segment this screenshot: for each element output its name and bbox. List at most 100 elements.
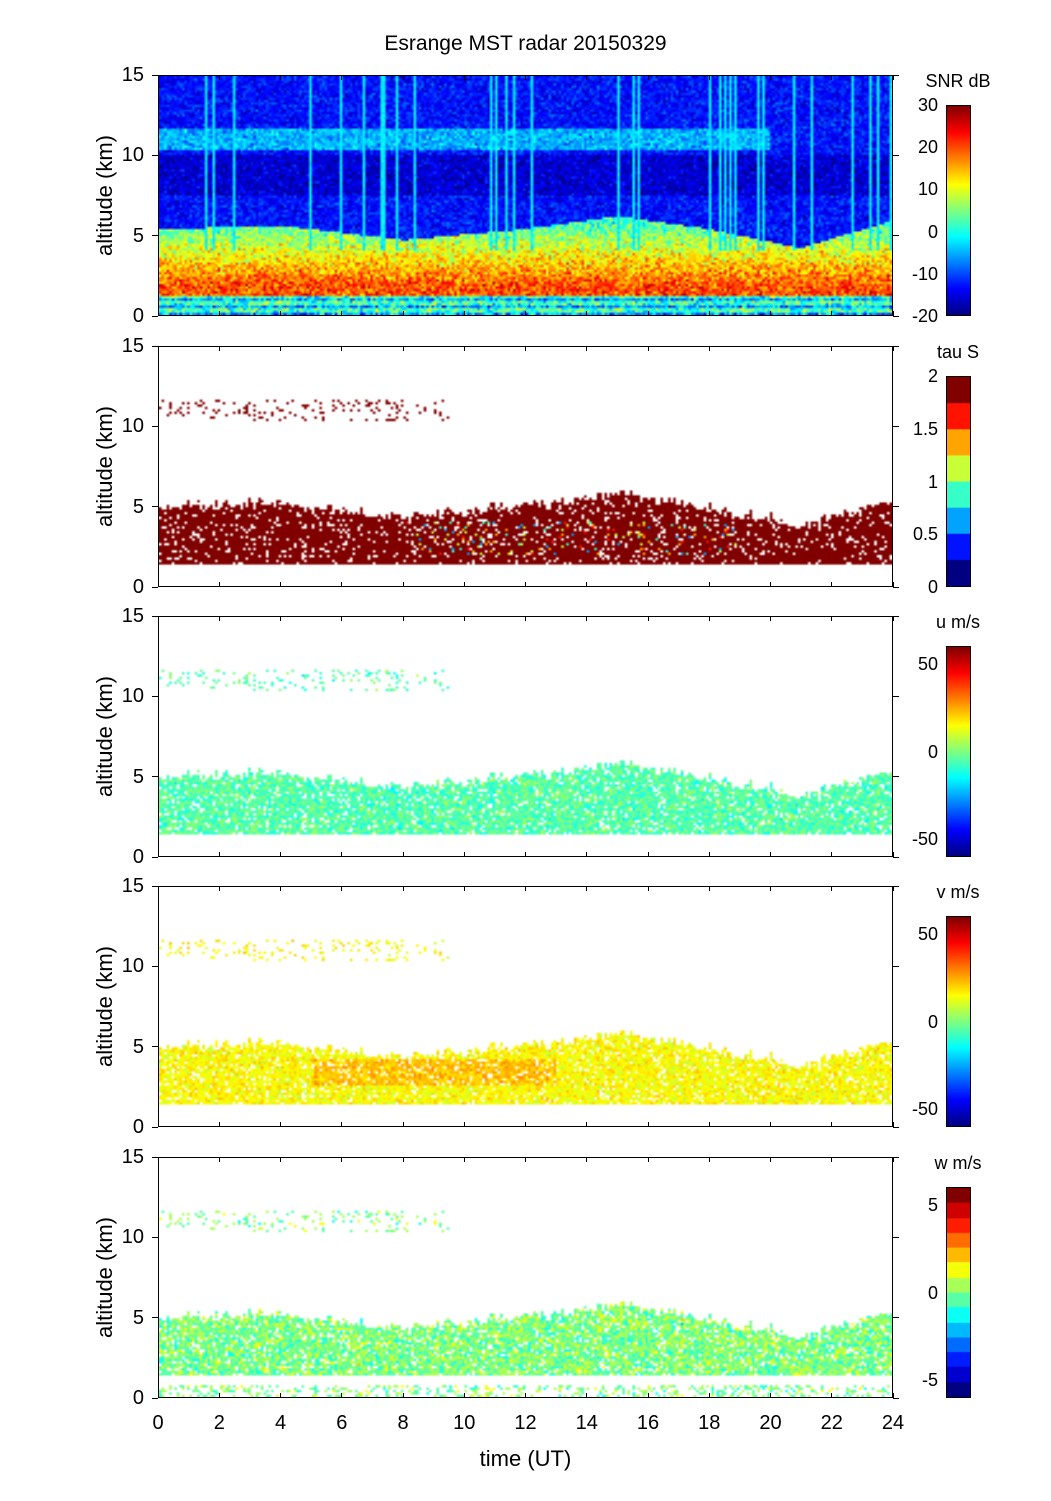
- x-tick-mark: [280, 886, 281, 891]
- y-tick-mark: [152, 1126, 158, 1128]
- y-tick-mark-right: [893, 1046, 899, 1048]
- x-tick-mark: [218, 311, 220, 316]
- x-tick-mark: [402, 886, 404, 891]
- x-tick-mark: [647, 886, 649, 891]
- plot-tau: [158, 346, 893, 587]
- y-tick-mark-right: [893, 315, 899, 317]
- x-tick-mark: [770, 1157, 771, 1162]
- x-tick-label: 14: [575, 1412, 598, 1434]
- x-tick-mark: [157, 346, 159, 351]
- x-tick-mark: [402, 852, 404, 857]
- y-tick-label: 5: [132, 765, 144, 788]
- y-tick-mark-right: [893, 615, 899, 617]
- x-tick-mark: [708, 1393, 710, 1398]
- y-tick-mark: [152, 586, 158, 588]
- colorbar-gradient: [947, 917, 970, 1126]
- x-tick-mark: [525, 75, 526, 80]
- x-tick-mark: [463, 852, 465, 857]
- colorbar-tick-label: 0.5: [912, 524, 938, 545]
- x-tick-mark: [402, 311, 404, 316]
- x-tick-mark: [892, 616, 894, 621]
- x-tick-mark: [463, 75, 465, 80]
- x-tick-mark: [831, 1393, 833, 1398]
- x-tick-mark: [892, 75, 894, 80]
- x-tick-mark: [157, 1122, 159, 1127]
- y-tick-label: 10: [121, 415, 144, 438]
- x-tick-mark: [586, 75, 588, 80]
- plot-u: [158, 616, 893, 857]
- x-tick-mark: [463, 616, 465, 621]
- y-tick-mark-right: [893, 695, 899, 697]
- y-tick-label: 5: [132, 1035, 144, 1058]
- y-tick-label: 0: [132, 846, 144, 868]
- y-tick-label: 0: [132, 1116, 144, 1138]
- colorbar-tick-label: 1: [927, 471, 938, 492]
- y-tick-label: 5: [132, 1306, 144, 1329]
- colorbar-title: SNR dB: [925, 71, 991, 91]
- colorbar-tick-label: -50: [911, 829, 938, 850]
- y-tick-label: 5: [132, 224, 144, 247]
- x-tick-mark: [402, 582, 404, 587]
- x-tick-mark: [463, 311, 465, 316]
- x-tick-mark: [402, 1122, 404, 1127]
- x-tick-mark: [892, 852, 894, 857]
- colorbar-tick-label: 10: [917, 179, 938, 200]
- x-tick-mark: [525, 1122, 526, 1127]
- colorbar-tick-label: -10: [911, 263, 938, 284]
- x-tick-label: 8: [397, 1412, 409, 1434]
- x-tick-mark: [831, 582, 833, 587]
- colorbar-tick-label: 30: [917, 95, 938, 115]
- x-tick-mark: [831, 311, 833, 316]
- plot-w: [158, 1157, 893, 1398]
- x-tick-mark: [463, 1122, 465, 1127]
- colorbar-title: v m/s: [936, 882, 980, 902]
- y-tick-mark-right: [893, 1236, 899, 1238]
- x-tick-mark: [525, 1157, 526, 1162]
- y-axis-label: altitude (km): [92, 134, 117, 257]
- y-tick-label: 15: [121, 875, 144, 897]
- y-tick-label: 0: [132, 305, 144, 327]
- y-tick-mark: [152, 425, 158, 427]
- x-tick-label: 2: [213, 1412, 225, 1434]
- plot-snr: [158, 75, 893, 316]
- x-tick-mark: [831, 852, 833, 857]
- y-tick-label: 10: [121, 685, 144, 708]
- x-tick-label: 6: [336, 1412, 348, 1434]
- y-tick-mark-right: [893, 506, 899, 508]
- x-tick-mark: [647, 582, 649, 587]
- x-tick-label: 18: [698, 1412, 721, 1434]
- x-tick-mark: [463, 1157, 465, 1162]
- x-tick-mark: [341, 582, 343, 587]
- x-tick-mark: [463, 582, 465, 587]
- colorbar-tick-label: 0: [927, 1011, 938, 1032]
- x-tick-mark: [341, 1393, 343, 1398]
- y-tick-mark: [152, 1397, 158, 1399]
- y-tick-mark: [152, 506, 158, 508]
- colorbar-gradient: [947, 377, 970, 586]
- x-tick-mark: [586, 616, 588, 621]
- x-tick-label: 10: [453, 1412, 476, 1434]
- y-tick-mark-right: [893, 586, 899, 588]
- x-tick-mark: [341, 1157, 343, 1162]
- colorbar-gradient: [947, 1188, 970, 1397]
- x-tick-mark: [157, 852, 159, 857]
- x-tick-mark: [708, 346, 710, 351]
- y-tick-mark-right: [893, 1126, 899, 1128]
- x-tick-mark: [647, 1393, 649, 1398]
- x-tick-mark: [892, 1157, 894, 1162]
- x-tick-mark: [708, 75, 710, 80]
- y-tick-label: 10: [121, 955, 144, 978]
- y-tick-mark-right: [893, 235, 899, 237]
- x-tick-mark: [708, 582, 710, 587]
- x-tick-mark: [402, 1157, 404, 1162]
- y-tick-mark: [152, 345, 158, 347]
- x-tick-mark: [831, 1157, 833, 1162]
- x-tick-mark: [708, 852, 710, 857]
- x-tick-mark: [280, 852, 281, 857]
- x-tick-mark: [218, 616, 220, 621]
- y-tick-mark: [152, 856, 158, 858]
- colorbar-tick-label: 0: [927, 221, 938, 242]
- x-tick-mark: [708, 886, 710, 891]
- x-tick-mark: [218, 1157, 220, 1162]
- x-tick-mark: [708, 616, 710, 621]
